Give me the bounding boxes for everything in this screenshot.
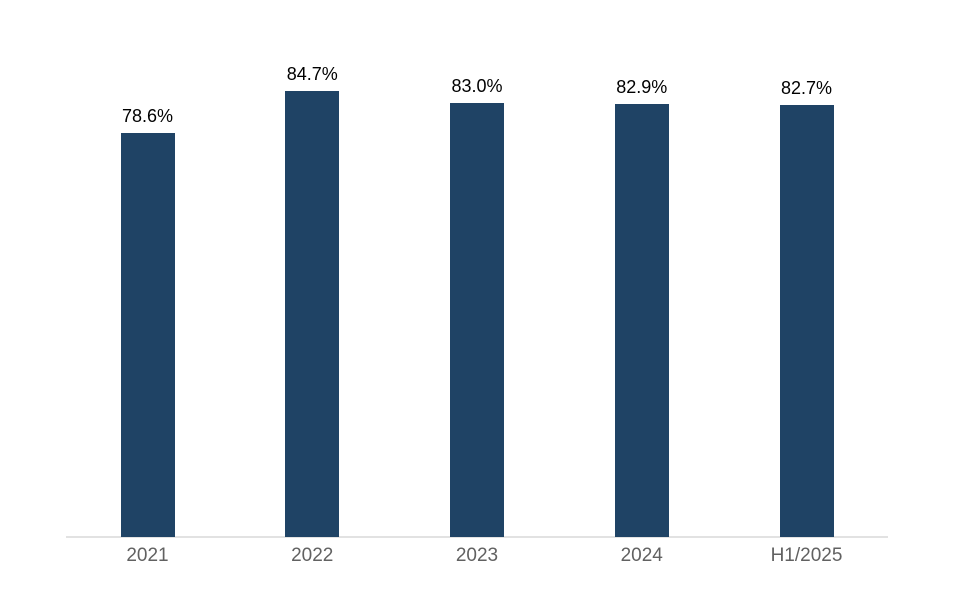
- bar-2021: [120, 133, 175, 537]
- bar-h1-2025: [779, 105, 834, 537]
- value-label: 82.9%: [616, 77, 668, 97]
- value-label: 78.6%: [121, 106, 174, 126]
- x-tick-label: 2024: [620, 545, 663, 566]
- x-tick-label: 2023: [455, 545, 499, 566]
- bar-2022: [285, 91, 340, 537]
- x-axis-line: [66, 536, 888, 538]
- bar-2024: [614, 104, 669, 537]
- value-label: 83.0%: [451, 76, 503, 96]
- bar-2023: [450, 103, 504, 537]
- x-tick-label: 2022: [291, 545, 334, 566]
- x-tick-label: H1/2025: [770, 545, 843, 566]
- value-label: 82.7%: [780, 78, 833, 98]
- x-tick-label: 2021: [126, 545, 169, 566]
- value-label: 84.7%: [286, 64, 338, 84]
